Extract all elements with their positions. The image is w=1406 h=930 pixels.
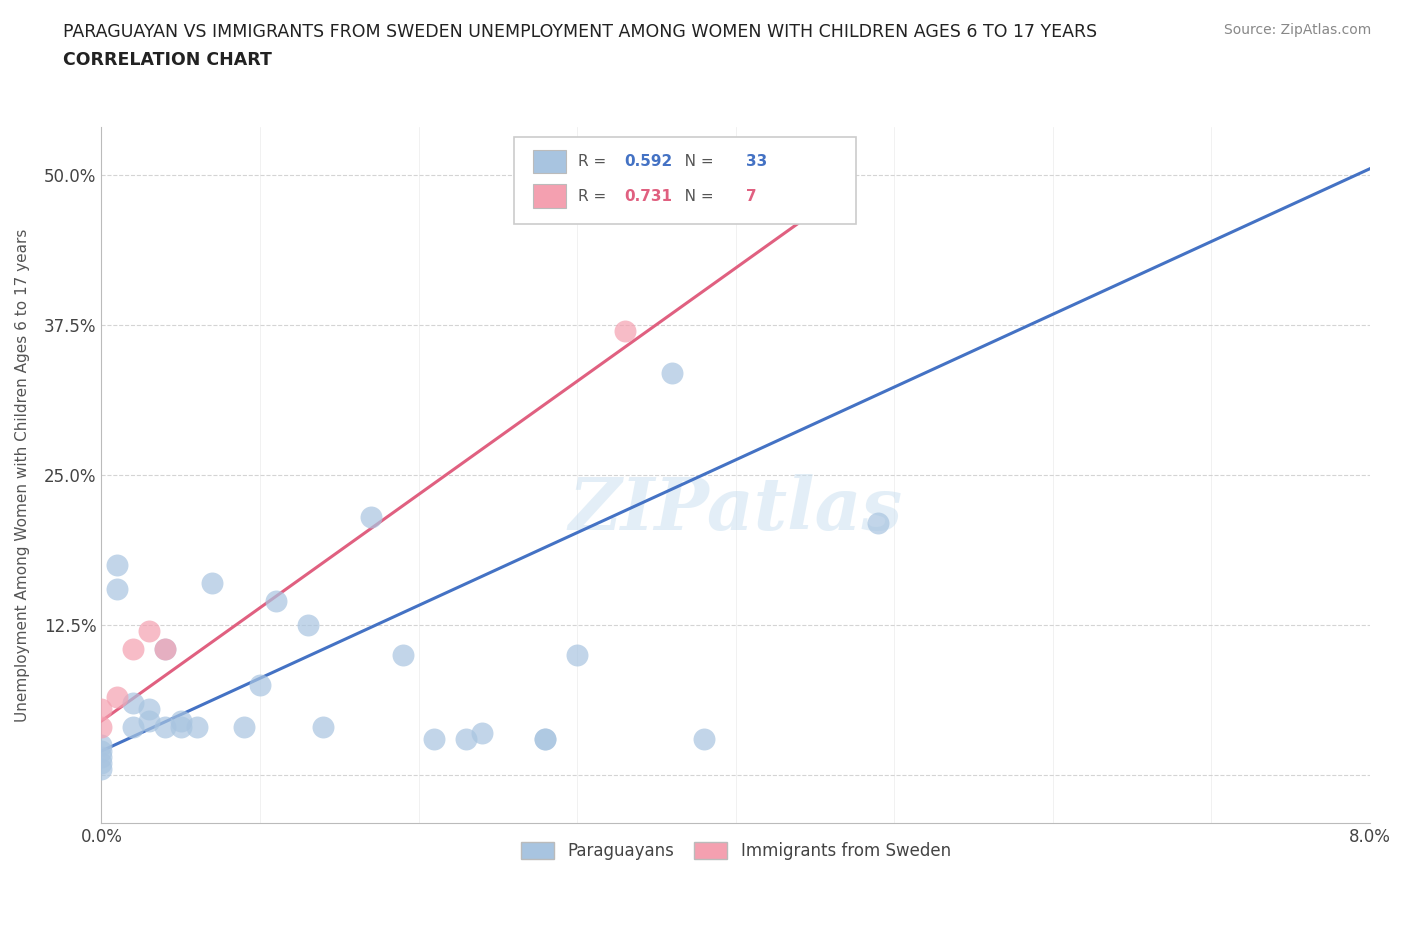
Point xyxy=(868,515,890,530)
Point xyxy=(423,732,446,747)
FancyBboxPatch shape xyxy=(513,137,856,224)
Point xyxy=(90,744,112,759)
Point xyxy=(138,701,160,716)
Point xyxy=(138,623,160,638)
Text: 0.592: 0.592 xyxy=(624,154,672,169)
Text: 33: 33 xyxy=(745,154,768,169)
Point xyxy=(534,732,557,747)
Point xyxy=(122,720,145,735)
Point xyxy=(90,756,112,771)
Text: Source: ZipAtlas.com: Source: ZipAtlas.com xyxy=(1223,23,1371,37)
Point xyxy=(105,689,128,704)
Point xyxy=(138,713,160,728)
Point xyxy=(264,593,287,608)
Point xyxy=(233,720,256,735)
Point xyxy=(201,576,224,591)
Point xyxy=(456,732,478,747)
Point xyxy=(90,762,112,777)
Point xyxy=(360,510,382,525)
Text: N =: N = xyxy=(669,189,718,204)
Text: N =: N = xyxy=(669,154,718,169)
Point xyxy=(90,750,112,764)
Point xyxy=(297,618,319,632)
Point xyxy=(153,720,176,735)
Point xyxy=(90,701,112,716)
Text: R =: R = xyxy=(578,154,612,169)
FancyBboxPatch shape xyxy=(533,184,565,208)
Legend: Paraguayans, Immigrants from Sweden: Paraguayans, Immigrants from Sweden xyxy=(513,835,957,867)
Point xyxy=(122,696,145,711)
Text: CORRELATION CHART: CORRELATION CHART xyxy=(63,51,273,69)
Point xyxy=(661,365,683,380)
Point xyxy=(122,642,145,657)
Point xyxy=(693,732,716,747)
Point xyxy=(169,720,191,735)
Point xyxy=(186,720,208,735)
FancyBboxPatch shape xyxy=(533,150,565,173)
Text: 0.731: 0.731 xyxy=(624,189,672,204)
Point xyxy=(153,642,176,657)
Point xyxy=(105,581,128,596)
Point xyxy=(391,647,413,662)
Text: PARAGUAYAN VS IMMIGRANTS FROM SWEDEN UNEMPLOYMENT AMONG WOMEN WITH CHILDREN AGES: PARAGUAYAN VS IMMIGRANTS FROM SWEDEN UNE… xyxy=(63,23,1098,41)
Text: ZIPatlas: ZIPatlas xyxy=(568,474,903,545)
Point xyxy=(613,324,636,339)
Point xyxy=(90,737,112,752)
Y-axis label: Unemployment Among Women with Children Ages 6 to 17 years: Unemployment Among Women with Children A… xyxy=(15,228,30,722)
Point xyxy=(153,642,176,657)
Point xyxy=(565,647,588,662)
Point xyxy=(312,720,335,735)
Point xyxy=(249,678,271,693)
Point xyxy=(105,557,128,572)
Text: R =: R = xyxy=(578,189,612,204)
Point xyxy=(534,732,557,747)
Point xyxy=(471,725,494,740)
Text: 7: 7 xyxy=(745,189,756,204)
Point xyxy=(90,720,112,735)
Point xyxy=(169,713,191,728)
